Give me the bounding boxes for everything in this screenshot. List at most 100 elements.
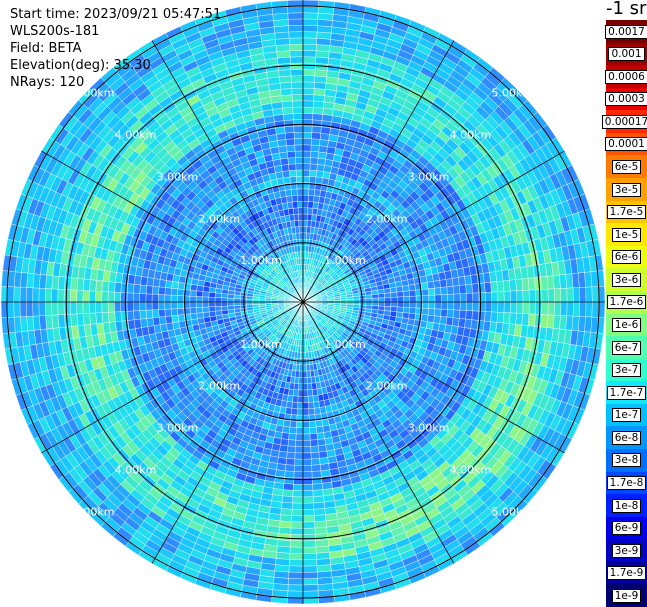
range-gate-cell — [170, 308, 179, 316]
range-gate-cell — [290, 534, 304, 542]
range-gate-cell — [70, 313, 78, 327]
range-gate-cell — [51, 301, 59, 316]
range-gate-cell — [427, 308, 436, 316]
range-gate-cell — [313, 100, 325, 109]
range-gate-cell — [302, 546, 317, 554]
range-gate-cell — [302, 396, 309, 403]
range-gate-cell — [302, 157, 311, 164]
range-gate-cell — [307, 207, 314, 215]
range-gate-cell — [290, 521, 304, 529]
range-gate-cell — [292, 484, 304, 491]
range-gate-cell — [32, 301, 40, 317]
range-gate-cell — [308, 408, 315, 416]
range-gate-cell — [378, 301, 385, 307]
range-gate-cell — [314, 82, 327, 90]
range-gate-cell — [302, 50, 317, 58]
range-gate-cell — [70, 277, 78, 291]
range-gate-cell — [315, 426, 324, 434]
range-gate-cell — [309, 433, 318, 441]
range-gate-cell — [408, 284, 416, 291]
range-gate-cell — [302, 471, 313, 479]
range-gate-cell — [497, 291, 505, 303]
range-gate-cell — [433, 315, 441, 324]
range-gate-cell — [126, 310, 135, 321]
range-gate-cell — [221, 301, 228, 307]
range-gate-cell — [310, 376, 317, 384]
range-gate-cell — [302, 509, 315, 517]
range-gate-cell — [427, 288, 436, 296]
range-gate-cell — [227, 301, 235, 307]
range-gate-cell — [384, 301, 392, 307]
range-gate-cell — [289, 559, 304, 567]
range-gate-cell — [302, 132, 313, 139]
range-gate-cell — [521, 313, 530, 326]
range-gate-cell — [170, 288, 179, 296]
range-gate-cell — [281, 495, 293, 504]
backscatter-field — [0, 0, 606, 605]
range-gate-cell — [233, 298, 241, 303]
range-gate-cell — [177, 301, 184, 309]
range-gate-cell — [314, 75, 327, 84]
range-gate-cell — [302, 502, 315, 510]
range-gate-cell — [371, 293, 379, 299]
range-gate-cell — [484, 311, 492, 322]
range-gate-cell — [133, 310, 141, 320]
range-gate-cell — [434, 287, 442, 296]
range-gate-cell — [88, 290, 96, 303]
range-gate-cell — [233, 301, 241, 306]
range-gate-cell — [515, 278, 523, 291]
range-gate-cell — [209, 311, 217, 318]
range-gate-cell — [307, 383, 313, 391]
range-gate-cell — [535, 301, 543, 315]
range-gate-cell — [307, 389, 314, 397]
range-gate-cell — [390, 296, 398, 303]
range-gate-cell — [45, 274, 53, 289]
range-gate-cell — [151, 293, 159, 303]
range-gate-cell — [158, 294, 165, 303]
range-gate-cell — [566, 287, 574, 303]
range-gate-cell — [453, 301, 461, 311]
range-gate-cell — [293, 465, 304, 472]
range-gate-cell — [38, 288, 46, 303]
range-gate-cell — [317, 444, 327, 453]
range-gate-cell — [7, 301, 15, 318]
range-gate-cell — [227, 297, 235, 303]
range-gate-cell — [306, 370, 312, 378]
range-gate-cell — [227, 305, 235, 311]
range-gate-cell — [298, 377, 304, 384]
range-gate-cell — [409, 290, 417, 297]
range-gate-cell — [101, 280, 110, 292]
range-gate-cell — [396, 291, 404, 298]
range-gate-cell — [302, 201, 309, 208]
range-gate-cell — [164, 287, 172, 296]
range-gate-cell — [70, 301, 78, 315]
range-gate-cell — [221, 297, 228, 303]
range-gate-cell — [346, 296, 354, 300]
range-gate-cell — [312, 395, 319, 403]
range-gate-cell — [279, 514, 292, 522]
range-gate-cell — [281, 502, 293, 510]
range-gate-cell — [302, 540, 316, 548]
range-gate-cell — [139, 293, 147, 303]
range-gate-cell — [445, 316, 454, 326]
range-gate-cell — [390, 301, 398, 308]
range-gate-cell — [390, 306, 398, 313]
range-gate-cell — [528, 313, 536, 327]
range-gate-cell — [95, 290, 103, 303]
range-gate-cell — [521, 278, 530, 291]
range-gate-cell — [202, 301, 209, 308]
range-gate-cell — [428, 301, 436, 310]
range-gate-cell — [152, 309, 160, 318]
range-gate-cell — [164, 301, 172, 310]
range-gate-cell — [503, 301, 511, 314]
range-gate-cell — [317, 151, 327, 160]
range-gate-cell — [302, 490, 314, 498]
range-gate-cell — [510, 301, 518, 314]
range-gate-cell — [310, 451, 320, 460]
range-gate-cell — [190, 313, 198, 320]
range-gate-cell — [298, 383, 304, 391]
range-gate-cell — [196, 312, 204, 319]
range-gate-cell — [287, 584, 304, 592]
range-gate-cell — [158, 316, 167, 325]
range-gate-cell — [32, 287, 40, 303]
